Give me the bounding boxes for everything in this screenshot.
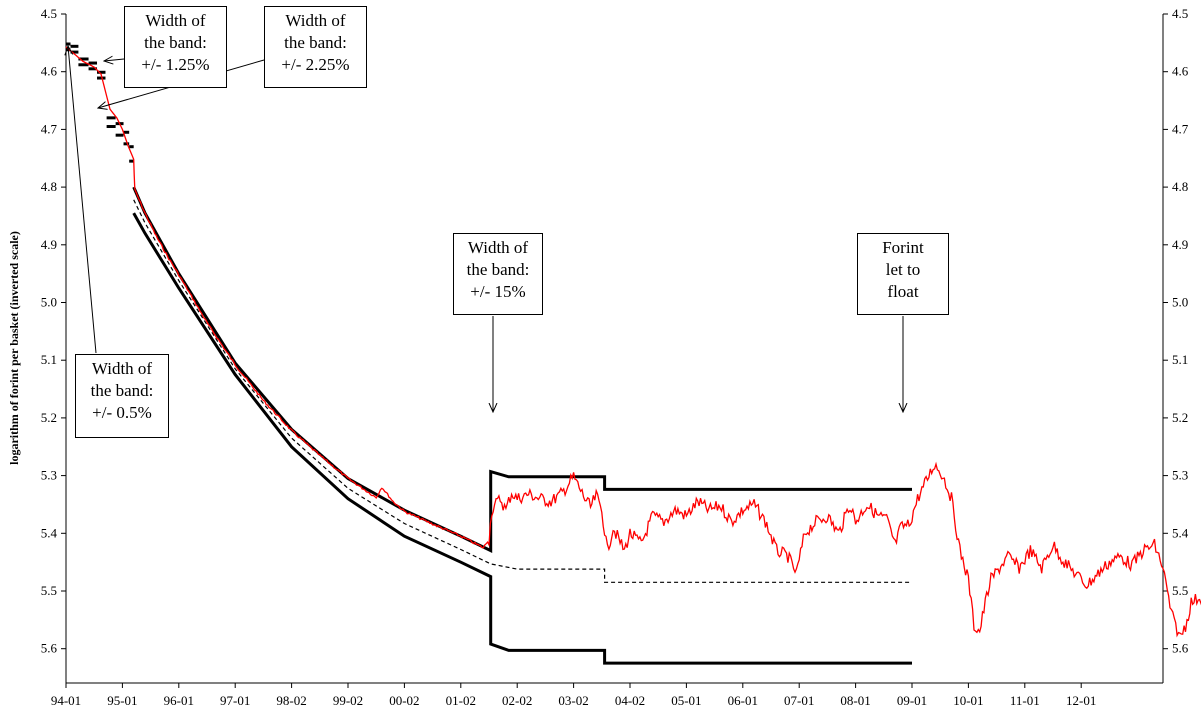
x-tick-label: 08-01 [840,693,870,708]
annotation-line: the band: [144,33,207,52]
x-tick-label: 11-01 [1010,693,1040,708]
y-tick-label-right: 5.1 [1172,352,1188,367]
arrow-band-1-25 [104,59,125,61]
x-tick-label: 02-02 [502,693,532,708]
y-tick-label-right: 5.5 [1172,583,1188,598]
annotation-line: Width of [91,359,153,378]
annotation-line: +/- 1.25% [141,55,210,74]
annotation-band-0-5: Width of the band: +/- 0.5% [75,354,169,438]
annotation-line: Width of [285,11,346,30]
y-tick-label-left: 5.6 [41,641,58,656]
x-tick-label: 12-01 [1066,693,1096,708]
annotation-line: float [887,282,919,301]
y-tick-label-left: 4.8 [41,179,57,194]
y-tick-label-left: 4.7 [41,121,58,136]
y-tick-label-left: 5.0 [41,295,57,310]
annotation-line: Width of [467,238,529,257]
x-tick-label: 99-02 [333,693,363,708]
annotation-line: +/- 15% [470,282,526,301]
y-tick-label-right: 5.0 [1172,295,1188,310]
y-tick-label-right: 4.5 [1172,6,1188,21]
annotation-band-2-25: Width of the band: +/- 2.25% [264,6,367,88]
y-tick-label-right: 4.6 [1172,64,1189,79]
annotation-line: the band: [90,381,154,400]
annotation-line: Width of [145,11,206,30]
x-tick-label: 10-01 [953,693,983,708]
y-tick-label-left: 5.3 [41,468,57,483]
y-tick-label-left: 4.6 [41,64,58,79]
annotation-line: the band: [466,260,530,279]
annotation-forint-float: Forint let to float [857,233,949,315]
annotation-line: the band: [284,33,347,52]
annotation-line: let to [885,260,921,279]
x-tick-label: 94-01 [51,693,81,708]
series-exchange-rate [65,46,1201,638]
annotation-line: +/- 2.25% [281,55,350,74]
y-axis-label: logarithm of forint per basket (inverted… [7,231,21,465]
x-tick-label: 06-01 [728,693,758,708]
y-tick-label-right: 5.4 [1172,525,1189,540]
y-tick-label-left: 5.5 [41,583,57,598]
axes-layer: 4.5 4.5 4.6 4.6 4.7 4.7 4.8 4.8 4.9 4.9 5.0 5.0 5.1 5… [41,6,1189,708]
x-tick-label: 05-01 [671,693,701,708]
x-tick-label: 97-01 [220,693,250,708]
y-tick-label-right: 4.8 [1172,179,1188,194]
y-tick-label-left: 4.9 [41,237,57,252]
y-tick-label-right: 5.2 [1172,410,1188,425]
x-tick-label: 98-02 [276,693,306,708]
arrow-band-0-5 [68,46,97,354]
y-tick-label-left: 5.1 [41,352,57,367]
x-tick-label: 07-01 [784,693,814,708]
x-tick-label: 01-02 [446,693,476,708]
series-lower-band [132,212,912,665]
y-tick-label-right: 5.6 [1172,641,1189,656]
series-upper-band [132,186,912,553]
x-tick-label: 00-02 [389,693,419,708]
y-tick-label-left: 5.4 [41,525,58,540]
y-tick-label-left: 5.2 [41,410,57,425]
x-tick-label: 96-01 [164,693,194,708]
x-tick-label: 03-02 [558,693,588,708]
y-tick-label-left: 4.5 [41,6,57,21]
y-tick-label-right: 4.7 [1172,121,1189,136]
annotation-band-15: Width of the band: +/- 15% [453,233,543,315]
series-layer [65,42,1201,665]
annotation-line: +/- 0.5% [92,403,152,422]
annotation-line: Forint [882,238,924,257]
annotation-arrows [68,46,903,412]
annotation-band-1-25: Width of the band: +/- 1.25% [124,6,227,88]
y-tick-label-right: 4.9 [1172,237,1188,252]
y-tick-label-right: 5.3 [1172,468,1188,483]
x-tick-label: 04-02 [615,693,645,708]
series-central-parity [133,199,912,583]
x-tick-label: 09-01 [897,693,927,708]
x-tick-label: 95-01 [107,693,137,708]
